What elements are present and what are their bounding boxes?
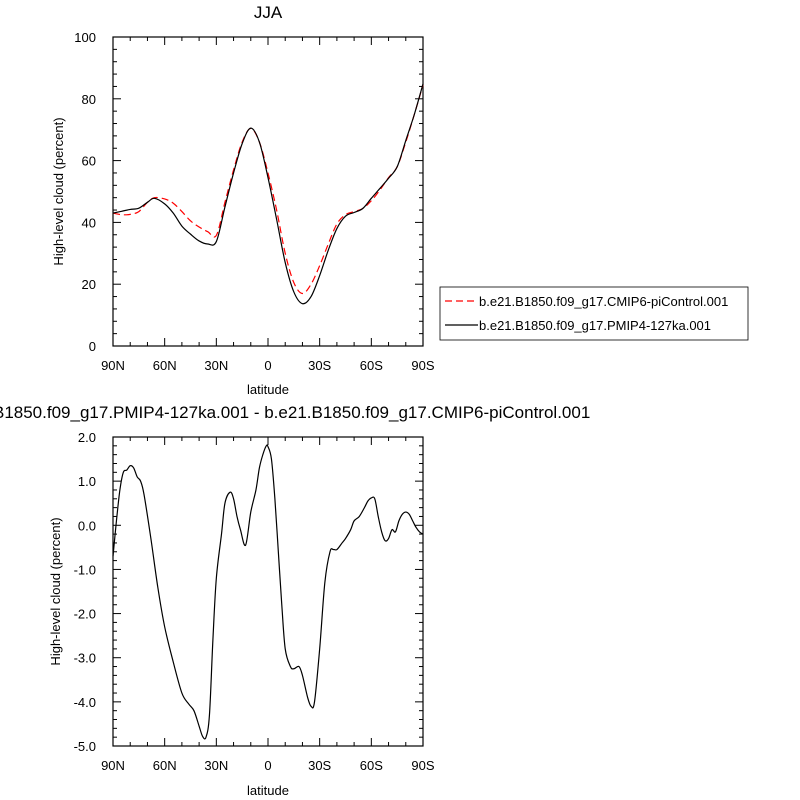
legend: b.e21.B1850.f09_g17.CMIP6-piControl.001 …: [439, 286, 749, 341]
y-tick-label: -4.0: [74, 695, 96, 710]
series-line-1: [112, 83, 424, 305]
top-series-group: [112, 83, 424, 305]
x-tick-label: 90S: [411, 758, 434, 773]
bottom-x-axis-label: latitude: [247, 783, 289, 798]
bottom-y-axis-label: High-level cloud (percent): [48, 517, 63, 665]
x-tick-label: 60N: [153, 758, 177, 773]
top-panel: JJA 90N 60N 30N 0 30S 60S 90S 0 20 40 60 80 100 lati…: [51, 3, 435, 397]
y-tick-label: 20: [82, 277, 96, 292]
y-tick-label: -2.0: [74, 607, 96, 622]
x-tick-label: 60S: [360, 358, 383, 373]
series-line-0: [112, 444, 424, 740]
x-tick-label: 0: [264, 358, 271, 373]
x-tick-label: 30S: [308, 758, 331, 773]
y-tick-label: 40: [82, 215, 96, 230]
y-tick-label: 100: [74, 30, 96, 45]
legend-label-picontrol: b.e21.B1850.f09_g17.CMIP6-piControl.001: [479, 294, 728, 309]
top-x-axis-label: latitude: [247, 382, 289, 397]
y-tick-label: 1.0: [78, 474, 96, 489]
y-tick-label: -3.0: [74, 651, 96, 666]
y-tick-label: 0.0: [78, 518, 96, 533]
x-tick-label: 30S: [308, 358, 331, 373]
bottom-series-group: [112, 444, 424, 740]
top-y-axis-label: High-level cloud (percent): [51, 117, 66, 265]
y-tick-label: 0: [89, 339, 96, 354]
y-tick-label: 80: [82, 92, 96, 107]
x-tick-label: 90N: [101, 358, 125, 373]
bottom-plot-frame: [112, 436, 424, 747]
legend-box: [439, 286, 749, 341]
y-tick-label: -5.0: [74, 739, 96, 754]
y-tick-label: -1.0: [74, 562, 96, 577]
x-tick-label: 90N: [101, 758, 125, 773]
y-tick-label: 2.0: [78, 430, 96, 445]
bottom-panel: b.e21.B1850.f09_g17.PMIP4-127ka.001 - b.…: [0, 403, 590, 798]
x-tick-label: 30N: [204, 758, 228, 773]
bottom-title: b.e21.B1850.f09_g17.PMIP4-127ka.001 - b.…: [0, 403, 590, 422]
series-line-0: [112, 84, 424, 295]
top-title: JJA: [254, 3, 283, 22]
x-tick-label: 60N: [153, 358, 177, 373]
x-tick-label: 60S: [360, 758, 383, 773]
legend-label-pmip4: b.e21.B1850.f09_g17.PMIP4-127ka.001: [479, 318, 711, 333]
bottom-axis-ticks: 90N 60N 30N 0 30S 60S 90S 2.0 1.0 0.0 -1.0 -2.0 -3.0…: [74, 430, 435, 773]
y-tick-label: 60: [82, 154, 96, 169]
top-axis-ticks: 90N 60N 30N 0 30S 60S 90S 0 20 40 60 80 100: [74, 30, 435, 373]
x-tick-label: 0: [264, 758, 271, 773]
x-tick-label: 90S: [411, 358, 434, 373]
x-tick-label: 30N: [204, 358, 228, 373]
